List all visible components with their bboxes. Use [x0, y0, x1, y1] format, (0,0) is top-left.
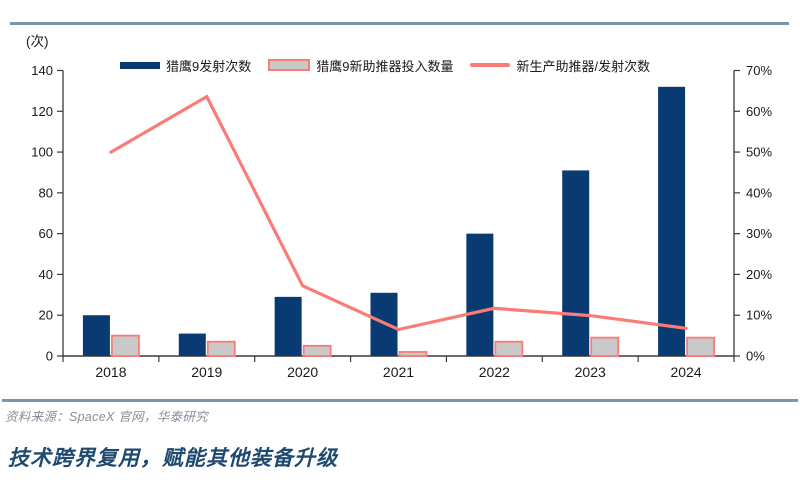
legend-item-ratio: 新生产助推器/发射次数 [470, 56, 650, 75]
legend-label-ratio: 新生产助推器/发射次数 [516, 58, 651, 74]
left-axis-tick-label: 0 [46, 349, 53, 364]
right-axis-tick-label: 30% [746, 226, 772, 241]
new-booster-bar [206, 340, 236, 357]
legend-item-new-boosters: 猎鹰9新助推器投入数量 [268, 56, 453, 75]
launch-count-bar [178, 333, 206, 356]
launch-count-bar [562, 170, 590, 356]
chart-legend: 猎鹰9发射次数 猎鹰9新助推器投入数量 新生产助推器/发射次数 [120, 56, 650, 74]
new-booster-bar [111, 334, 140, 357]
left-axis-tick-label: 60 [39, 226, 53, 241]
section-title: 技术跨界复用，赋能其他装备升级 [8, 447, 338, 470]
x-axis-year-label: 2021 [383, 364, 414, 380]
x-axis-year-label: 2020 [287, 364, 318, 380]
right-axis-tick-label: 50% [746, 145, 772, 160]
launch-count-bar [82, 315, 110, 356]
x-axis-year-label: 2019 [191, 364, 222, 380]
legend-label-new-boosters: 猎鹰9新助推器投入数量 [316, 58, 454, 74]
x-axis-year-label: 2022 [479, 364, 510, 380]
right-axis-tick-label: 60% [746, 104, 772, 119]
launches-bar-swatch [120, 61, 160, 69]
left-axis-tick-label: 20 [39, 308, 53, 323]
legend-label-launches: 猎鹰9发射次数 [166, 58, 252, 74]
left-axis-tick-label: 80 [39, 185, 53, 200]
new-booster-bar [686, 336, 715, 357]
new-booster-bar [590, 336, 620, 357]
ratio-line-swatch [470, 63, 511, 67]
new-boosters-bar-swatch [268, 59, 311, 71]
left-axis-tick-label: 140 [31, 63, 53, 78]
launch-count-bar [466, 233, 494, 356]
ratio-line [109, 94, 688, 332]
right-axis-tick-label: 0% [746, 349, 765, 364]
new-booster-bar [398, 351, 428, 357]
left-axis-tick-label: 40 [39, 267, 53, 282]
bottom-divider [2, 399, 798, 402]
x-axis-year-label: 2024 [670, 364, 701, 380]
x-axis-year-label: 2018 [95, 364, 126, 380]
right-axis-tick-label: 70% [746, 63, 772, 78]
launch-count-bar [658, 86, 686, 357]
x-axis-year-label: 2023 [575, 364, 606, 380]
legend-item-launches: 猎鹰9发射次数 [120, 56, 251, 75]
top-divider [10, 22, 789, 25]
new-booster-bar [494, 340, 524, 357]
source-attribution: 资料来源：SpaceX 官网，华泰研究 [5, 410, 208, 424]
right-axis-tick-label: 40% [746, 185, 772, 200]
left-axis-tick-label: 100 [31, 145, 53, 160]
new-booster-bar [302, 344, 332, 357]
left-axis-unit-label: (次) [26, 34, 49, 49]
left-axis-tick-label: 120 [31, 104, 53, 119]
right-axis-tick-label: 20% [746, 267, 772, 282]
right-axis-tick-label: 10% [746, 308, 772, 323]
launch-count-bar [274, 296, 302, 356]
